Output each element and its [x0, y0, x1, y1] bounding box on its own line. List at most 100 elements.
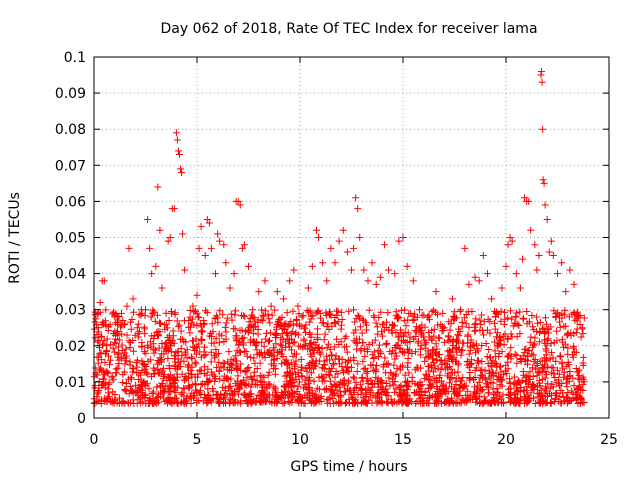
data-point	[374, 398, 382, 406]
data-point	[193, 321, 201, 329]
data-point	[175, 150, 183, 158]
data-point	[286, 399, 294, 407]
data-point	[200, 319, 208, 327]
data-point	[242, 396, 250, 404]
data-point	[362, 369, 370, 377]
data-point	[141, 368, 149, 376]
data-point	[362, 321, 370, 329]
data-point	[514, 379, 522, 387]
data-point	[429, 355, 437, 363]
data-point	[327, 244, 335, 252]
data-point	[222, 335, 230, 343]
data-point	[548, 369, 556, 377]
data-point	[434, 321, 442, 329]
data-point	[523, 320, 531, 328]
data-point	[209, 385, 217, 393]
data-point	[483, 353, 491, 361]
data-point	[356, 323, 364, 331]
data-point	[578, 324, 586, 332]
data-point	[556, 392, 564, 400]
data-point	[494, 389, 502, 397]
data-point	[260, 373, 268, 381]
data-point	[245, 324, 253, 332]
data-point	[452, 388, 460, 396]
data-point	[153, 311, 161, 319]
data-point	[408, 349, 416, 357]
data-point	[304, 361, 312, 369]
data-point	[435, 334, 443, 342]
data-point	[100, 371, 108, 379]
data-point	[458, 318, 466, 326]
data-point	[326, 377, 334, 385]
data-point	[475, 392, 483, 400]
data-point	[315, 373, 323, 381]
data-point	[229, 325, 237, 333]
data-point	[119, 398, 127, 406]
data-point	[400, 317, 408, 325]
data-point	[416, 395, 424, 403]
data-point	[513, 351, 521, 359]
data-point	[365, 341, 373, 349]
data-point	[533, 372, 541, 380]
data-point	[227, 359, 235, 367]
data-point	[427, 335, 435, 343]
data-point	[372, 319, 380, 327]
data-point	[412, 348, 420, 356]
data-point	[307, 312, 315, 320]
data-point	[114, 327, 122, 335]
data-point	[98, 332, 106, 340]
data-point	[237, 360, 245, 368]
data-point	[318, 344, 326, 352]
data-point	[384, 399, 392, 407]
data-point	[538, 369, 546, 377]
data-point	[313, 396, 321, 404]
data-point	[447, 355, 455, 363]
data-point	[354, 360, 362, 368]
data-point	[266, 319, 274, 327]
data-point	[373, 323, 381, 331]
data-point	[94, 338, 102, 346]
data-point	[158, 380, 166, 387]
data-point	[435, 395, 443, 403]
data-point	[156, 328, 164, 336]
data-point	[122, 387, 130, 395]
data-point	[134, 333, 142, 341]
data-point	[579, 380, 587, 388]
data-point	[226, 398, 234, 406]
data-point	[221, 359, 229, 367]
data-point	[198, 336, 206, 344]
data-point	[249, 329, 257, 337]
data-point	[493, 388, 501, 396]
x-tick-label: 15	[394, 432, 412, 448]
data-point	[306, 318, 314, 326]
data-point	[188, 370, 196, 378]
data-point	[162, 339, 170, 347]
y-tick-label: 0	[77, 411, 86, 427]
data-point	[535, 338, 543, 346]
data-point	[193, 396, 201, 404]
data-point	[405, 369, 413, 377]
data-point	[382, 369, 390, 377]
data-point	[384, 309, 392, 317]
data-point	[472, 320, 480, 328]
data-point	[254, 391, 262, 399]
data-point	[393, 341, 401, 349]
data-point	[501, 315, 509, 323]
data-point	[197, 223, 205, 231]
data-point	[353, 367, 361, 375]
data-point	[562, 393, 570, 401]
data-point	[185, 384, 193, 392]
data-point	[555, 380, 563, 388]
data-point	[376, 348, 384, 356]
data-point	[226, 284, 234, 292]
data-point	[266, 337, 274, 345]
data-point	[262, 383, 270, 391]
x-tick-label: 5	[193, 432, 202, 448]
data-point	[316, 357, 324, 365]
data-point	[304, 284, 312, 292]
data-point	[129, 396, 137, 404]
data-point	[313, 384, 321, 392]
y-tick-label: 0.08	[55, 122, 86, 138]
data-point	[149, 364, 157, 372]
